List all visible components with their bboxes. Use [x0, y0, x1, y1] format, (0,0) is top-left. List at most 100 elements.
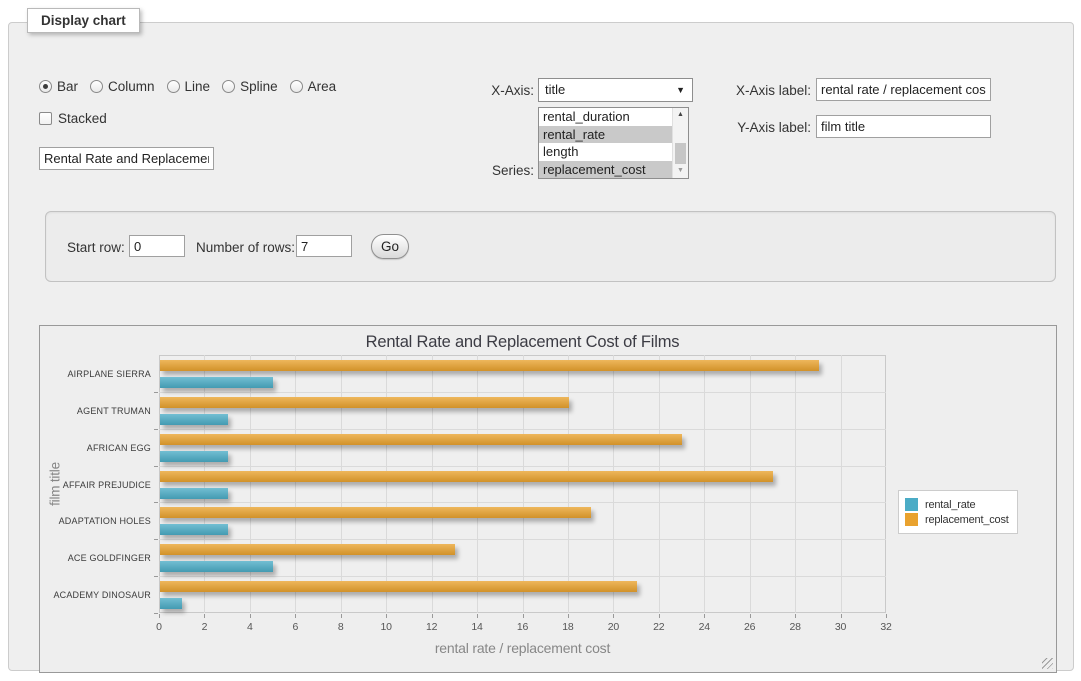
radio-icon[interactable] — [222, 80, 235, 93]
y-tick-mark — [154, 576, 158, 577]
radio-icon[interactable] — [290, 80, 303, 93]
series-option[interactable]: rental_rate — [539, 126, 672, 144]
grid-line-vertical — [795, 355, 796, 613]
chart-type-radio-area[interactable]: Area — [290, 79, 337, 94]
grid-line-horizontal — [159, 539, 886, 540]
x-tick-label: 32 — [871, 621, 901, 633]
chart-title-input[interactable] — [39, 147, 214, 170]
y-tick-mark — [154, 613, 158, 614]
category-label: ACADEMY DINOSAUR — [46, 589, 151, 601]
category-label: AGENT TRUMAN — [46, 405, 151, 417]
replacement_cost-bar — [160, 581, 637, 592]
x-tick-mark — [341, 614, 342, 618]
scrollbar-thumb[interactable] — [675, 143, 686, 164]
x-tick-label: 8 — [326, 621, 356, 633]
resize-handle-icon[interactable] — [1042, 658, 1053, 669]
replacement_cost-bar — [160, 544, 455, 555]
radio-label: Spline — [240, 79, 278, 94]
radio-label: Bar — [57, 79, 78, 94]
x-tick-mark — [295, 614, 296, 618]
series-listbox[interactable]: rental_durationrental_ratelengthreplacem… — [538, 107, 689, 179]
grid-line-horizontal — [159, 576, 886, 577]
dropdown-arrow-icon: ▼ — [676, 79, 685, 101]
grid-line-horizontal — [159, 502, 886, 503]
x-tick-label: 14 — [462, 621, 492, 633]
x-tick-label: 20 — [598, 621, 628, 633]
scroll-down-icon[interactable]: ▼ — [673, 164, 688, 178]
x-tick-label: 30 — [826, 621, 856, 633]
grid-line-vertical — [568, 355, 569, 613]
series-option[interactable]: length — [539, 143, 672, 161]
x-tick-mark — [841, 614, 842, 618]
display-chart-fieldset: BarColumnLineSplineArea Stacked X-Axis: … — [8, 22, 1074, 671]
grid-line-vertical — [523, 355, 524, 613]
series-option[interactable]: rental_duration — [539, 108, 672, 126]
grid-line-vertical — [659, 355, 660, 613]
legend-label: replacement_cost — [925, 514, 1009, 526]
number-of-rows-label: Number of rows: — [196, 240, 295, 255]
stacked-label: Stacked — [58, 111, 107, 126]
rental_rate-bar — [160, 377, 273, 388]
series-options: rental_durationrental_ratelengthreplacem… — [539, 108, 672, 178]
x-axis-select[interactable]: title ▼ — [538, 78, 693, 102]
series-scrollbar[interactable]: ▲ ▼ — [672, 108, 688, 178]
radio-label: Line — [185, 79, 211, 94]
replacement_cost-bar — [160, 397, 569, 408]
number-of-rows-input[interactable] — [296, 235, 352, 257]
grid-line-vertical — [477, 355, 478, 613]
x-tick-label: 12 — [417, 621, 447, 633]
series-option[interactable]: replacement_cost — [539, 161, 672, 179]
start-row-input[interactable] — [129, 235, 185, 257]
x-tick-label: 26 — [735, 621, 765, 633]
x-tick-label: 24 — [689, 621, 719, 633]
scroll-up-icon[interactable]: ▲ — [673, 108, 688, 122]
x-tick-mark — [204, 614, 205, 618]
x-axis-selected-value: title — [545, 82, 565, 97]
x-tick-mark — [386, 614, 387, 618]
radio-label: Column — [108, 79, 155, 94]
x-tick-mark — [432, 614, 433, 618]
grid-line-horizontal — [159, 429, 886, 430]
x-tick-label: 6 — [280, 621, 310, 633]
grid-line-horizontal — [159, 466, 886, 467]
chart-type-radio-column[interactable]: Column — [90, 79, 155, 94]
legend-label: rental_rate — [925, 499, 975, 511]
grid-line-vertical — [204, 355, 205, 613]
stacked-checkbox[interactable] — [39, 112, 52, 125]
grid-line-vertical — [704, 355, 705, 613]
x-tick-label: 28 — [780, 621, 810, 633]
grid-line-vertical — [386, 355, 387, 613]
x-tick-label: 22 — [644, 621, 674, 633]
go-button[interactable]: Go — [371, 234, 409, 259]
y-tick-mark — [154, 466, 158, 467]
chart-type-radio-line[interactable]: Line — [167, 79, 211, 94]
fieldset-legend-text: Display chart — [41, 13, 126, 28]
radio-label: Area — [308, 79, 337, 94]
radio-icon[interactable] — [90, 80, 103, 93]
legend-item: rental_rate — [905, 498, 1009, 511]
x-tick-mark — [477, 614, 478, 618]
x-axis-title: rental rate / replacement cost — [159, 640, 886, 656]
chart-type-radio-bar[interactable]: Bar — [39, 79, 78, 94]
page: BarColumnLineSplineArea Stacked X-Axis: … — [0, 0, 1081, 681]
x-tick-mark — [250, 614, 251, 618]
replacement_cost-bar — [160, 471, 773, 482]
legend-swatch-replacement_cost — [905, 513, 918, 526]
x-tick-label: 4 — [235, 621, 265, 633]
x-tick-mark — [750, 614, 751, 618]
radio-icon[interactable] — [167, 80, 180, 93]
y-axis-label-input[interactable] — [816, 115, 991, 138]
replacement_cost-bar — [160, 434, 682, 445]
radio-icon[interactable] — [39, 80, 52, 93]
x-axis-label: X-Axis: — [454, 83, 534, 98]
grid-line-vertical — [613, 355, 614, 613]
legend-item: replacement_cost — [905, 513, 1009, 526]
category-label: ACE GOLDFINGER — [46, 552, 151, 564]
start-row-label: Start row: — [67, 240, 125, 255]
grid-line-vertical — [432, 355, 433, 613]
y-axis-label-label: Y-Axis label: — [721, 120, 811, 135]
x-axis-label-input[interactable] — [816, 78, 991, 101]
chart-type-radio-spline[interactable]: Spline — [222, 79, 278, 94]
replacement_cost-bar — [160, 360, 819, 371]
y-tick-mark — [154, 502, 158, 503]
